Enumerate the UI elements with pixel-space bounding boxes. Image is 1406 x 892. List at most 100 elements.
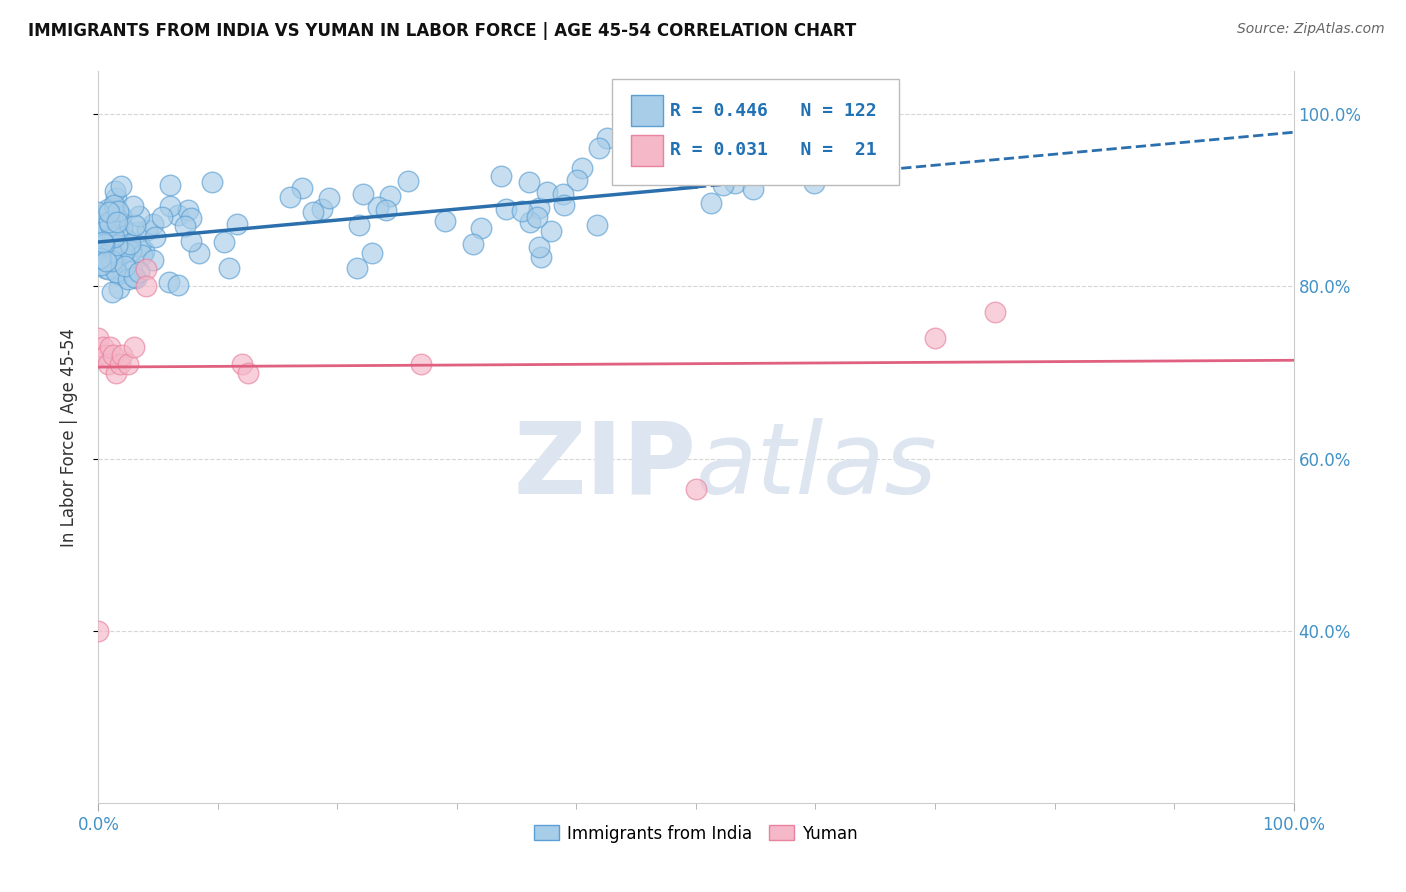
Point xyxy=(212,235,235,249)
Point xyxy=(128,210,150,224)
Point xyxy=(361,246,384,260)
Point xyxy=(111,220,134,235)
Point xyxy=(89,244,111,258)
Point xyxy=(105,215,128,229)
Point xyxy=(96,253,118,268)
Point xyxy=(87,348,110,362)
Point xyxy=(128,238,150,252)
Point xyxy=(380,188,402,202)
Point xyxy=(111,348,134,362)
Point xyxy=(540,224,562,238)
Text: R = 0.031   N =  21: R = 0.031 N = 21 xyxy=(669,141,876,160)
Point xyxy=(157,276,180,290)
Point xyxy=(553,198,575,212)
Point xyxy=(218,260,240,275)
Point xyxy=(89,228,111,243)
Point xyxy=(723,176,745,190)
Point xyxy=(291,181,314,195)
Point xyxy=(685,482,707,496)
Point xyxy=(551,187,574,202)
Point xyxy=(125,225,148,239)
Point xyxy=(105,253,128,268)
Point xyxy=(159,199,181,213)
Point xyxy=(226,217,249,231)
Point xyxy=(136,223,159,237)
Point xyxy=(108,357,131,371)
Point xyxy=(100,245,122,260)
Point xyxy=(142,217,165,231)
Text: IMMIGRANTS FROM INDIA VS YUMAN IN LABOR FORCE | AGE 45-54 CORRELATION CHART: IMMIGRANTS FROM INDIA VS YUMAN IN LABOR … xyxy=(28,22,856,40)
Point xyxy=(231,357,253,371)
Point xyxy=(347,218,370,232)
Point xyxy=(803,176,825,190)
Point xyxy=(110,210,132,224)
Point xyxy=(527,201,550,215)
Point xyxy=(87,624,110,638)
Point xyxy=(844,151,866,165)
Point xyxy=(103,197,125,211)
Text: R = 0.446   N = 122: R = 0.446 N = 122 xyxy=(669,102,876,120)
Point xyxy=(117,272,139,286)
Point xyxy=(536,185,558,199)
Point xyxy=(187,246,209,260)
Text: Source: ZipAtlas.com: Source: ZipAtlas.com xyxy=(1237,22,1385,37)
Point xyxy=(174,219,197,234)
Point xyxy=(571,161,593,175)
Point xyxy=(105,238,128,252)
Point xyxy=(124,218,146,232)
Point xyxy=(311,202,333,217)
Legend: Immigrants from India, Yuman: Immigrants from India, Yuman xyxy=(527,818,865,849)
Point xyxy=(98,340,122,354)
Point xyxy=(201,175,224,189)
Point xyxy=(117,357,139,371)
Point xyxy=(489,169,512,184)
Point xyxy=(97,262,120,277)
Point xyxy=(318,190,340,204)
FancyBboxPatch shape xyxy=(631,95,662,127)
Y-axis label: In Labor Force | Age 45-54: In Labor Force | Age 45-54 xyxy=(59,327,77,547)
Point xyxy=(103,230,125,244)
Point xyxy=(89,251,111,265)
Point xyxy=(125,271,148,285)
Point xyxy=(91,224,114,238)
Point xyxy=(124,340,146,354)
Point xyxy=(112,244,135,259)
Point xyxy=(101,285,124,299)
Point xyxy=(517,175,540,189)
Point xyxy=(142,253,165,268)
Point xyxy=(672,169,695,183)
Point xyxy=(110,243,132,257)
Point xyxy=(711,178,734,192)
Point xyxy=(105,366,128,380)
Point xyxy=(150,211,173,225)
Point xyxy=(143,229,166,244)
Point xyxy=(742,181,765,195)
Point xyxy=(91,235,114,250)
Point xyxy=(984,305,1007,319)
Point xyxy=(411,357,433,371)
Point xyxy=(101,253,124,268)
Point xyxy=(104,201,127,215)
Point xyxy=(159,178,181,192)
Point xyxy=(121,198,143,212)
Point xyxy=(280,190,302,204)
Point xyxy=(110,247,132,261)
Point xyxy=(87,205,110,219)
Point xyxy=(115,232,138,246)
Point xyxy=(167,208,190,222)
Point xyxy=(122,270,145,285)
Point xyxy=(87,331,110,345)
Point xyxy=(302,205,325,219)
Point xyxy=(94,242,117,256)
Point xyxy=(367,201,389,215)
Point xyxy=(527,240,550,254)
Point xyxy=(180,211,202,225)
Point xyxy=(510,204,533,219)
Point xyxy=(495,202,517,216)
Point xyxy=(108,215,131,229)
Point xyxy=(98,218,121,232)
Point xyxy=(107,204,129,219)
Point xyxy=(180,234,202,248)
Point xyxy=(135,262,157,277)
Point xyxy=(91,340,114,354)
